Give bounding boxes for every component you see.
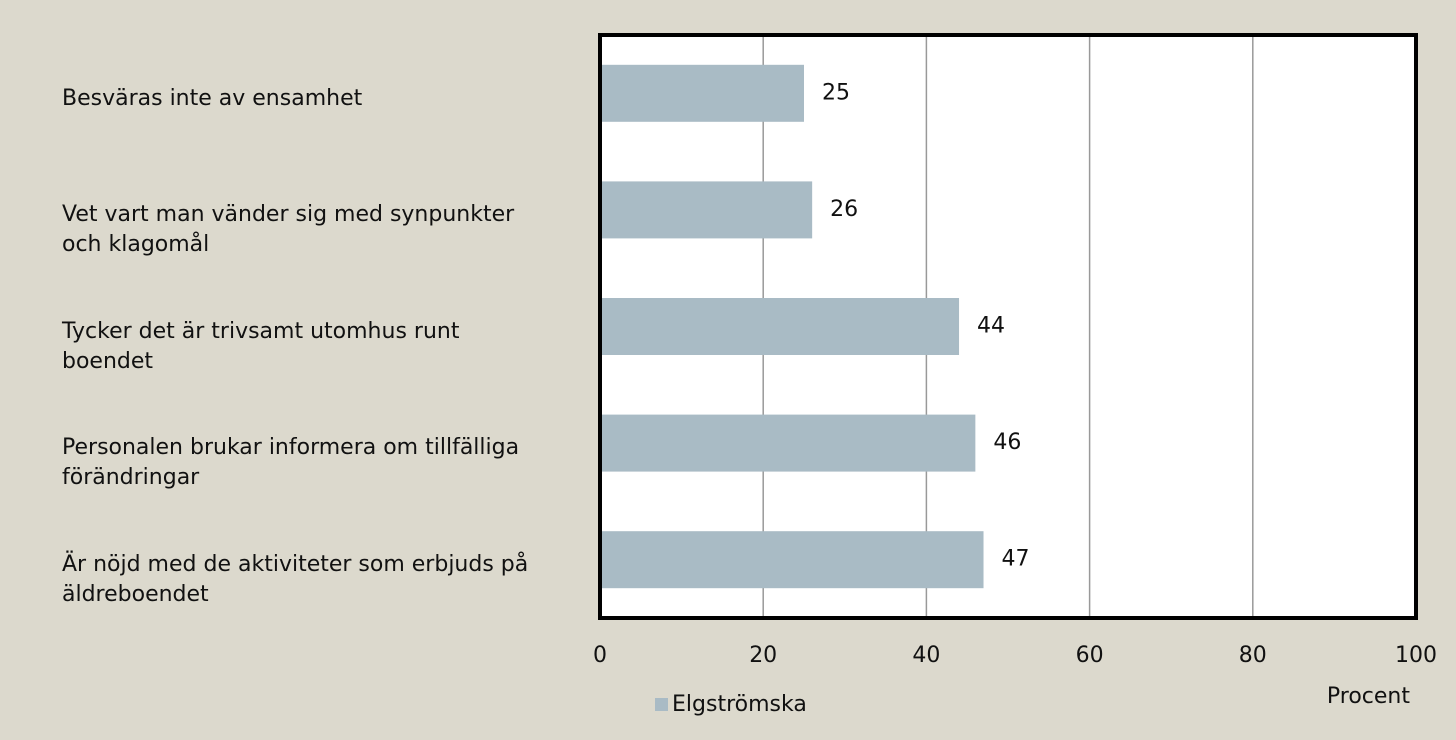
category-label: Tycker det är trivsamt utomhus runt boen… xyxy=(62,318,460,374)
bar xyxy=(600,298,960,355)
x-tick-label: 40 xyxy=(912,643,940,668)
plot-border xyxy=(598,33,1418,620)
bar xyxy=(600,414,976,472)
x-axis-label: Procent xyxy=(1327,684,1410,709)
legend-swatch xyxy=(655,698,668,711)
value-label: 46 xyxy=(993,430,1021,455)
x-tick-label: 60 xyxy=(1076,643,1104,668)
value-label: 44 xyxy=(977,314,1005,339)
category-label: Är nöjd med de aktiviteter som erbjuds p… xyxy=(62,551,529,607)
bar xyxy=(600,531,984,589)
x-tick-label: 0 xyxy=(593,643,607,668)
category-label: Vet vart man vänder sig med synpunkter o… xyxy=(62,201,515,257)
value-label: 25 xyxy=(822,80,850,105)
value-label: 47 xyxy=(1002,547,1030,572)
bar xyxy=(600,181,813,239)
legend-label: Elgströmska xyxy=(672,692,807,717)
category-label: Besväras inte av ensamhet xyxy=(62,86,363,112)
value-label: 26 xyxy=(830,197,858,222)
x-tick-label: 20 xyxy=(749,643,777,668)
bar xyxy=(600,64,804,122)
category-label: Personalen brukar informera om tillfälli… xyxy=(62,435,520,491)
x-tick-label: 100 xyxy=(1395,643,1437,668)
x-tick-label: 80 xyxy=(1239,643,1267,668)
